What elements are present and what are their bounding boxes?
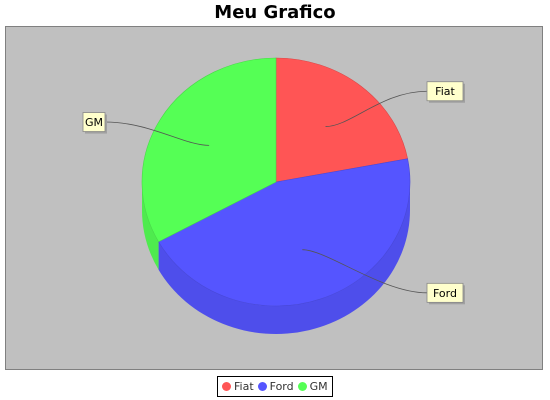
legend-item-gm: GM <box>297 380 328 393</box>
pie-slice-ford[interactable] <box>158 158 411 307</box>
slice-label-box-ford <box>426 282 464 303</box>
leader-line-fiat <box>325 90 428 127</box>
slice-label-gm: GM <box>85 116 103 129</box>
pie-side-ford <box>158 182 410 334</box>
plot-area: Fiat Ford GM <box>5 26 543 370</box>
legend-item-ford: Ford <box>257 380 294 393</box>
pie-side-group <box>142 182 410 334</box>
pie-chart: Fiat Ford GM <box>82 57 465 334</box>
slice-label-ford: Ford <box>433 287 457 300</box>
chart-title: Meu Grafico <box>214 2 336 23</box>
slice-label-box-fiat <box>426 81 464 102</box>
legend-item-fiat: Fiat <box>222 380 254 393</box>
slice-label-fiat: Fiat <box>435 85 455 98</box>
legend-label-fiat: Fiat <box>234 380 254 393</box>
pie-slice-fiat[interactable] <box>275 57 408 183</box>
legend-swatch-ford <box>257 382 267 391</box>
slice-label-box-gm <box>82 112 106 132</box>
pie-slice-gm[interactable] <box>141 57 277 243</box>
legend-label-ford: Ford <box>269 380 294 393</box>
leader-line-ford <box>302 249 428 294</box>
pie-side-gm <box>142 182 159 270</box>
legend: Fiat Ford GM <box>217 376 333 397</box>
legend-swatch-fiat <box>222 382 231 391</box>
legend-label-gm: GM <box>309 380 328 393</box>
legend-swatch-gm <box>297 382 307 391</box>
pie-top-group <box>141 57 411 307</box>
pie-label-group: Fiat Ford GM <box>82 81 465 305</box>
leader-line-gm <box>104 121 210 146</box>
